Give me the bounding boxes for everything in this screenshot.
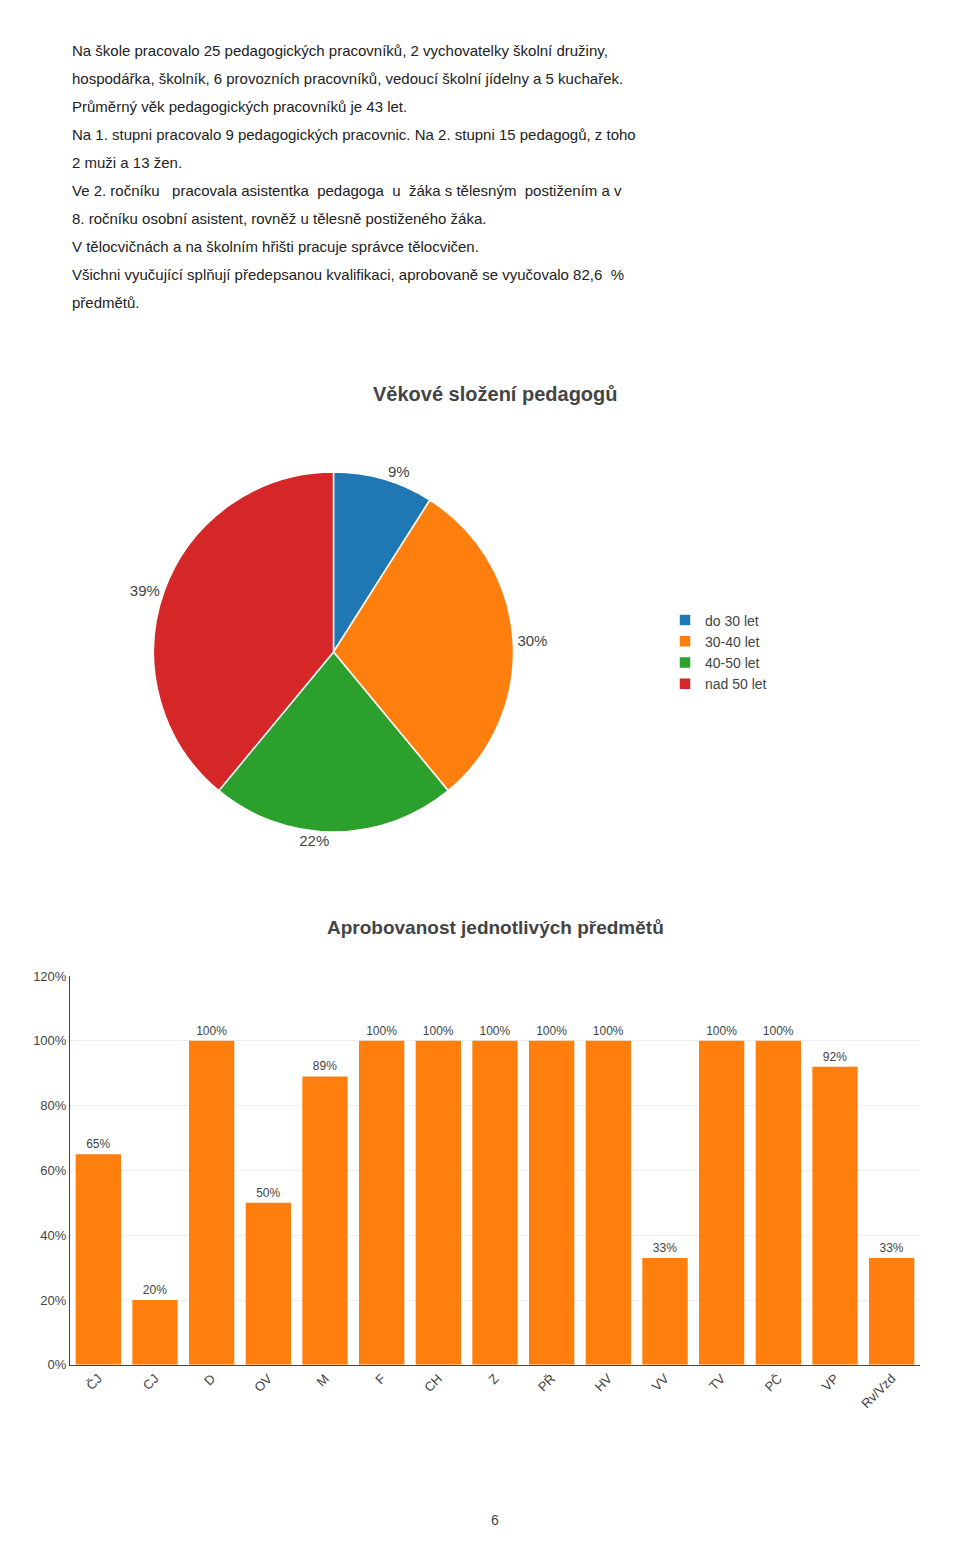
svg-text:33%: 33% <box>653 1241 677 1255</box>
svg-text:Rv/Vzd: Rv/Vzd <box>858 1371 898 1411</box>
svg-text:Průměrný věk pedagogických pra: Průměrný věk pedagogických pracovníků je… <box>72 98 407 115</box>
svg-text:TV: TV <box>706 1371 729 1394</box>
svg-text:39%: 39% <box>130 582 160 599</box>
svg-text:65%: 65% <box>86 1137 110 1151</box>
svg-text:50%: 50% <box>256 1186 280 1200</box>
svg-text:100%: 100% <box>423 1024 454 1038</box>
svg-text:100%: 100% <box>366 1024 397 1038</box>
svg-text:120%: 120% <box>33 969 67 984</box>
svg-text:100%: 100% <box>196 1024 227 1038</box>
svg-text:VV: VV <box>649 1371 672 1394</box>
svg-text:8. ročníku osobní asistent, ro: 8. ročníku osobní asistent, rovněž u těl… <box>72 210 486 227</box>
svg-text:20%: 20% <box>40 1293 66 1308</box>
svg-text:do 30 let: do 30 let <box>705 613 759 629</box>
svg-text:Z: Z <box>485 1371 501 1387</box>
svg-text:V tělocvičnách a na školním hř: V tělocvičnách a na školním hřišti pracu… <box>72 238 479 255</box>
svg-text:Na škole pracovalo 25 pedagogi: Na škole pracovalo 25 pedagogických prac… <box>72 42 608 59</box>
svg-text:40%: 40% <box>40 1228 66 1243</box>
svg-text:20%: 20% <box>143 1283 167 1297</box>
svg-text:F: F <box>372 1371 388 1387</box>
svg-text:2 muži a 13 žen.: 2 muži a 13 žen. <box>72 154 182 171</box>
svg-text:Aprobovanost jednotlivých před: Aprobovanost jednotlivých předmětů <box>327 917 664 938</box>
svg-text:VP: VP <box>819 1371 842 1394</box>
svg-text:80%: 80% <box>40 1098 66 1113</box>
svg-text:30-40 let: 30-40 let <box>705 634 760 650</box>
svg-text:OV: OV <box>251 1371 275 1395</box>
svg-text:100%: 100% <box>479 1024 510 1038</box>
svg-text:60%: 60% <box>40 1163 66 1178</box>
svg-text:100%: 100% <box>33 1033 67 1048</box>
svg-text:Na 1. stupni pracovalo 9 pedag: Na 1. stupni pracovalo 9 pedagogických p… <box>72 126 636 143</box>
svg-text:M: M <box>313 1371 331 1389</box>
svg-text:9%: 9% <box>388 463 410 480</box>
svg-text:100%: 100% <box>536 1024 567 1038</box>
svg-text:22%: 22% <box>299 832 329 849</box>
svg-text:100%: 100% <box>706 1024 737 1038</box>
svg-text:Věkové složení pedagogů: Věkové složení pedagogů <box>373 383 618 405</box>
svg-text:0%: 0% <box>48 1357 67 1372</box>
svg-text:HV: HV <box>592 1371 616 1395</box>
svg-text:PČ: PČ <box>762 1371 785 1394</box>
svg-text:Všichni vyučující splňují před: Všichni vyučující splňují předepsanou kv… <box>72 266 624 283</box>
svg-text:D: D <box>201 1371 218 1388</box>
svg-text:nad 50 let: nad 50 let <box>705 676 767 692</box>
svg-text:92%: 92% <box>823 1050 847 1064</box>
svg-text:předmětů.: předmětů. <box>72 294 140 311</box>
svg-text:CJ: CJ <box>140 1371 162 1393</box>
svg-text:30%: 30% <box>517 632 547 649</box>
svg-text:40-50 let: 40-50 let <box>705 655 760 671</box>
svg-text:100%: 100% <box>593 1024 624 1038</box>
svg-text:100%: 100% <box>763 1024 794 1038</box>
svg-text:Ve 2. ročníku pracovala asis: Ve 2. ročníku pracovala asistentka pedag… <box>72 182 622 199</box>
svg-text:6: 6 <box>491 1512 499 1528</box>
svg-text:33%: 33% <box>879 1241 903 1255</box>
svg-text:ČJ: ČJ <box>83 1371 105 1393</box>
svg-text:hospodářka, školník, 6 provozn: hospodářka, školník, 6 provozních pracov… <box>72 70 623 87</box>
svg-text:89%: 89% <box>313 1059 337 1073</box>
svg-text:PŘ: PŘ <box>535 1371 558 1394</box>
svg-text:CH: CH <box>421 1371 445 1395</box>
